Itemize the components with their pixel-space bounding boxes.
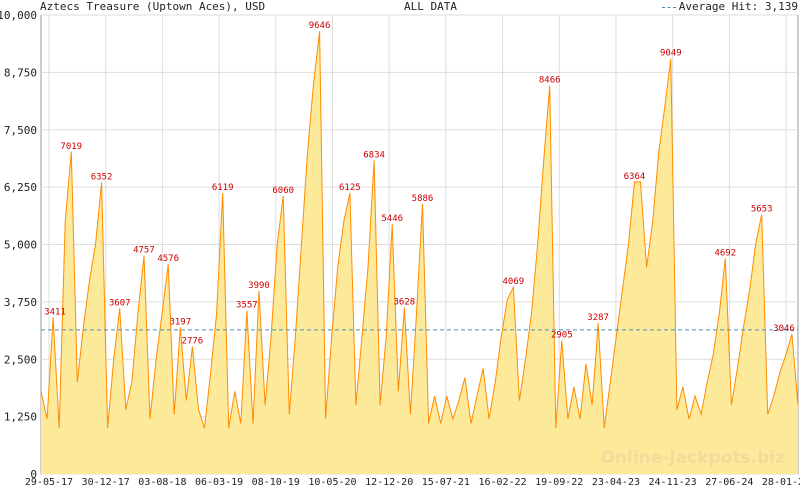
peak-label: 3557 [236,301,258,311]
peak-label: 4757 [133,246,155,256]
peak-label: 4692 [714,249,736,259]
x-tick-label: 12-12-20 [365,477,413,488]
peak-label: 2905 [551,331,573,341]
average-legend-label: Average Hit: 3,139 [678,0,798,13]
peak-label: 3411 [44,307,66,317]
watermark: Online-Jackpots.biz [600,448,785,468]
average-legend-swatch [661,6,676,8]
series-area [41,31,798,474]
peak-label: 3607 [109,298,131,308]
x-tick-label: 29-05-17 [25,477,73,488]
y-tick-label: 1,250 [4,411,37,424]
x-tick-label: 16-02-22 [478,477,526,488]
peak-label: 3046 [773,324,795,334]
y-axis-labels: 0 1,250 2,500 3,750 5,000 6,250 7,500 8,750 10,0… [0,9,37,481]
x-tick-label: 06-03-19 [195,477,243,488]
peak-label: 6125 [339,183,361,193]
series-line [40,31,799,429]
peak-label: 4576 [157,254,179,264]
x-axis-labels: 29-05-17 30-12-17 03-08-18 06-03-19 08-10-19… [25,477,800,488]
average-legend: Average Hit: 3,139 [661,0,798,13]
x-tick-label: 27-06-24 [705,477,753,488]
peak-label: 6834 [363,150,385,160]
y-tick-label: 5,000 [4,239,37,252]
y-tick-label: 10,000 [0,9,37,22]
peak-label: 3628 [394,297,416,307]
y-tick-label: 2,500 [4,353,37,366]
peak-label: 6352 [91,172,113,182]
y-tick-label: 0 [30,468,37,481]
peak-label: 5653 [751,205,773,215]
y-tick-label: 6,250 [4,181,37,194]
peak-label: 5446 [381,214,403,224]
peak-label: 2776 [182,337,204,347]
x-tick-label: 23-04-23 [592,477,640,488]
peak-label: 9049 [660,49,682,59]
peak-label: 3287 [587,313,609,323]
chart-title: Aztecs Treasure (Uptown Aces), USD [40,0,266,13]
y-tick-label: 8,750 [4,66,37,79]
x-tick-label: 08-10-19 [252,477,300,488]
x-tick-label: 19-09-22 [535,477,583,488]
y-tick-label: 3,750 [4,296,37,309]
peak-label: 6364 [624,172,646,182]
peak-label: 3990 [248,281,270,291]
x-tick-label: 10-05-20 [308,477,356,488]
peak-label: 3197 [169,317,191,327]
area-layer [40,31,799,474]
x-tick-label: 15-07-21 [422,477,470,488]
x-tick-label: 28-01-25 [762,477,800,488]
peak-label: 8466 [539,75,561,85]
peak-label: 6119 [212,183,234,193]
x-tick-label: 24-11-23 [649,477,697,488]
peak-label: 7019 [60,142,82,152]
y-tick-label: 7,500 [4,124,37,137]
x-tick-label: 03-08-18 [138,477,186,488]
peak-label: 9646 [309,21,331,31]
chart-subtitle: ALL DATA [404,0,457,13]
peak-label: 4069 [503,277,525,287]
peak-label: 5886 [412,194,434,204]
x-tick-label: 30-12-17 [82,477,130,488]
peak-label: 6060 [272,186,294,196]
